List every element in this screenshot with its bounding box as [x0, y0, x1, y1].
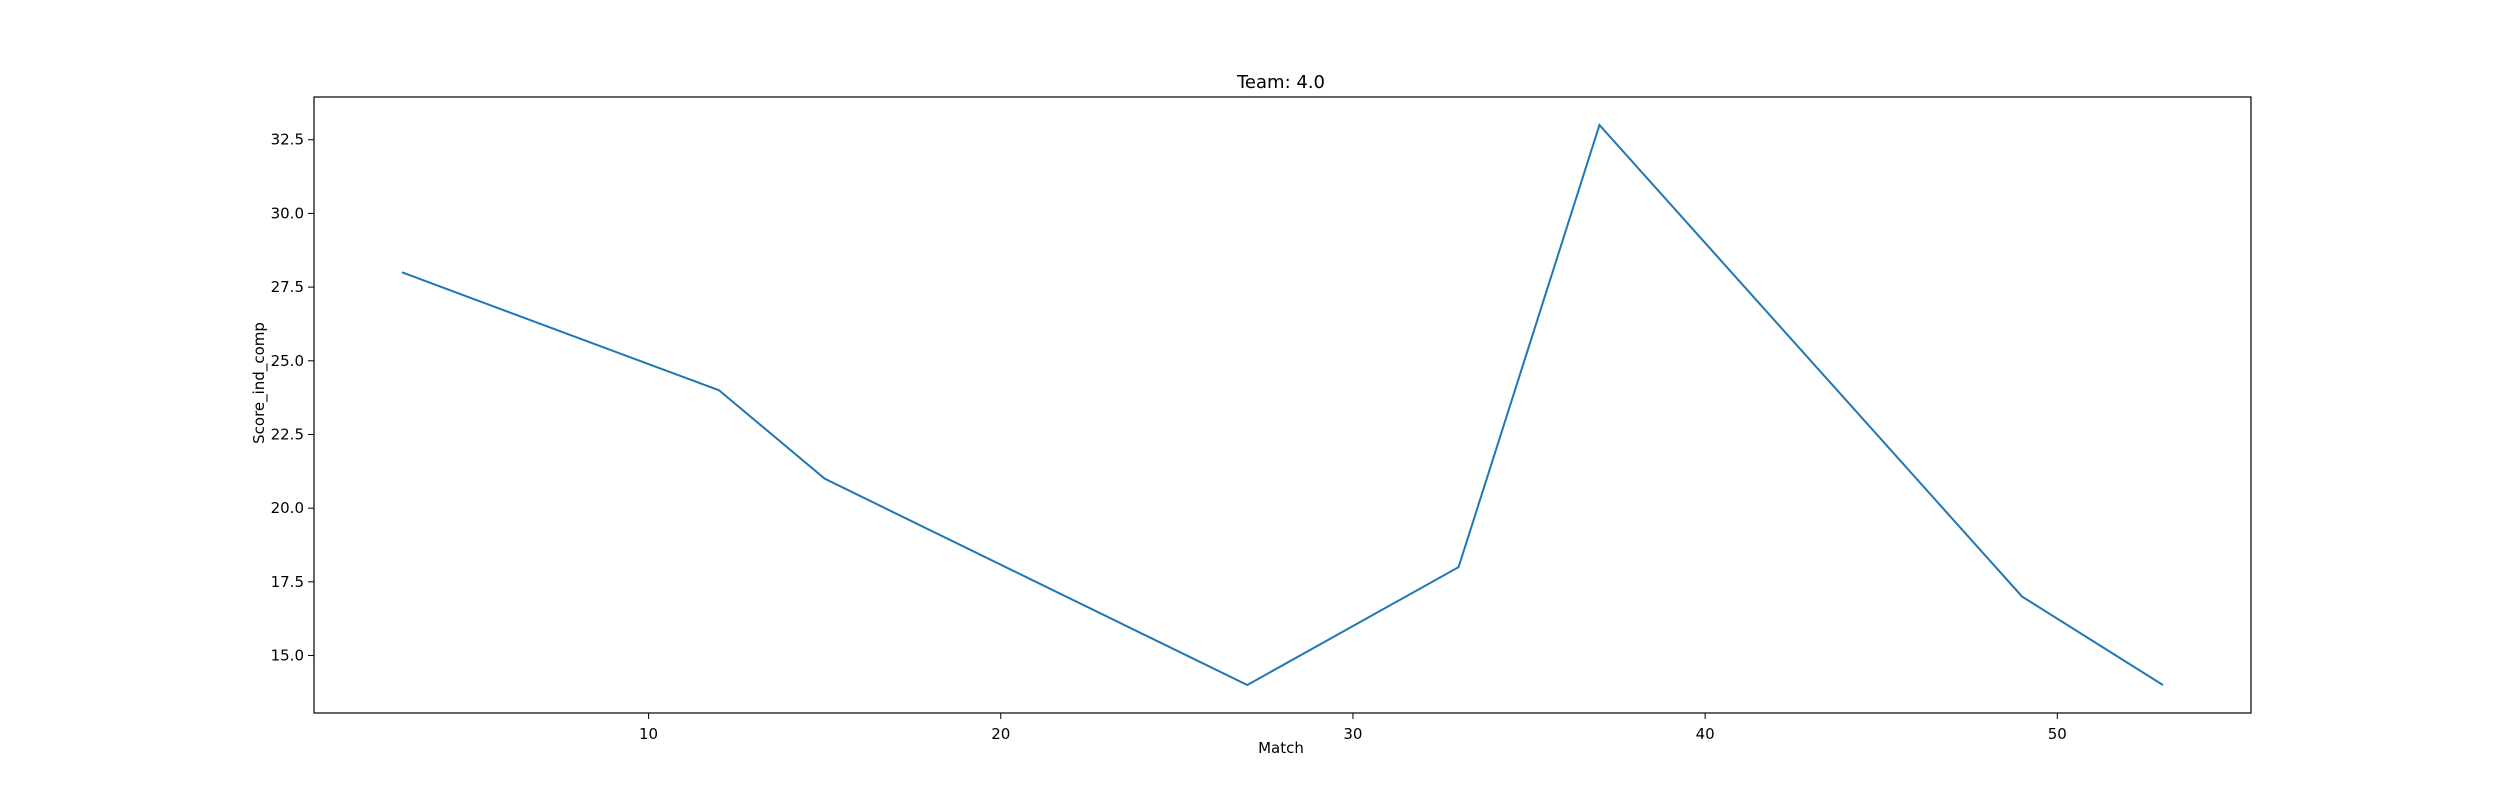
series-layer	[401, 123, 2164, 687]
x-axis-ticks: 10 20 30 40 50	[639, 713, 2067, 743]
x-tick-label: 40	[1696, 725, 1715, 743]
y-tick-label: 22.5	[271, 425, 304, 443]
y-tick-label: 25.0	[271, 352, 304, 370]
y-tick-label: 30.0	[271, 204, 304, 222]
y-tick-label: 20.0	[271, 499, 304, 517]
y-tick-label: 17.5	[271, 573, 304, 591]
x-axis-label: Match	[1258, 739, 1304, 757]
x-tick-label: 10	[639, 725, 658, 743]
plot-area-frame	[313, 96, 2252, 714]
series-line	[401, 123, 2164, 687]
chart-title: Team: 4.0	[1236, 72, 1325, 93]
y-tick-label: 27.5	[271, 278, 304, 296]
y-tick-label: 32.5	[271, 131, 304, 149]
y-axis-ticks: 15.0 17.5 20.0 22.5 25.0 27.5 30.0 32.5	[271, 131, 314, 665]
y-tick-label: 15.0	[271, 647, 304, 665]
y-axis-label: Score_ind_comp	[250, 322, 269, 444]
x-tick-label: 20	[991, 725, 1010, 743]
x-tick-label: 30	[1343, 725, 1362, 743]
x-tick-label: 50	[2048, 725, 2067, 743]
